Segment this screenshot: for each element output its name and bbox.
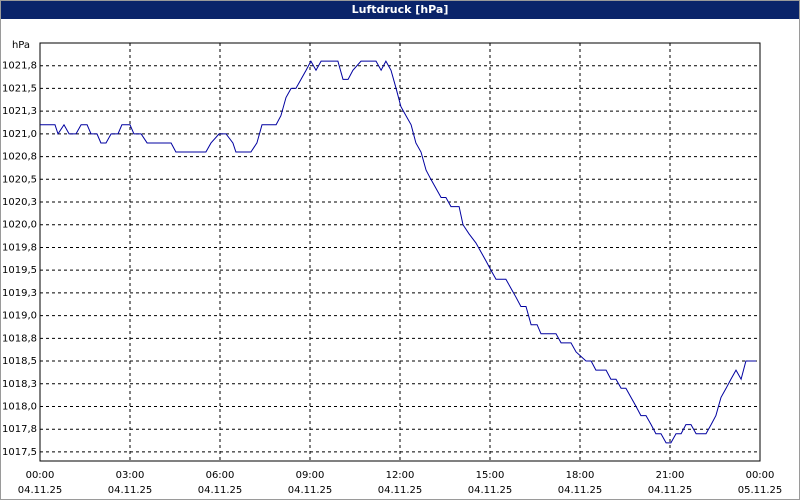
x-tick-date: 04.11.25 [378, 485, 423, 496]
y-tick-label: 1021,8 [2, 61, 37, 72]
y-tick-label: 1018,8 [2, 333, 37, 344]
x-tick-label: 00:00 [26, 470, 55, 481]
y-tick-label: 1021,0 [2, 129, 37, 140]
x-tick-date: 04.11.25 [468, 485, 513, 496]
chart-title: Luftdruck [hPa] [1, 1, 799, 19]
x-tick-label: 09:00 [296, 470, 325, 481]
x-tick-label: 15:00 [476, 470, 505, 481]
x-tick-label: 18:00 [566, 470, 595, 481]
y-unit: hPa [12, 40, 30, 51]
y-tick-label: 1019,3 [2, 288, 37, 299]
x-tick-date: 04.11.25 [648, 485, 693, 496]
y-tick-label: 1018,5 [2, 356, 37, 367]
y-tick-label: 1019,0 [2, 311, 37, 322]
y-tick-label: 1020,0 [2, 220, 37, 231]
x-tick-label: 06:00 [206, 470, 235, 481]
y-tick-label: 1018,0 [2, 401, 37, 412]
y-tick-label: 1019,5 [2, 265, 37, 276]
x-tick-date: 04.11.25 [558, 485, 603, 496]
y-tick-label: 1021,5 [2, 83, 37, 94]
x-tick-date: 04.11.25 [18, 485, 63, 496]
y-tick-label: 1017,5 [2, 447, 37, 458]
y-tick-label: 1019,8 [2, 242, 37, 253]
x-tick-label: 12:00 [386, 470, 415, 481]
y-tick-label: 1020,5 [2, 174, 37, 185]
x-tick-label: 21:00 [656, 470, 685, 481]
x-tick-label: 03:00 [116, 470, 145, 481]
x-tick-date: 04.11.25 [198, 485, 243, 496]
x-tick-date: 04.11.25 [108, 485, 153, 496]
x-tick-label: 00:00 [746, 470, 775, 481]
x-tick-date: 04.11.25 [288, 485, 333, 496]
x-tick-date: 05.11.25 [738, 485, 783, 496]
y-tick-label: 1020,8 [2, 152, 37, 163]
y-tick-label: 1017,8 [2, 424, 37, 435]
y-tick-label: 1018,3 [2, 379, 37, 390]
y-tick-label: 1021,3 [2, 106, 37, 117]
data-line [40, 60, 757, 444]
y-tick-label: 1020,3 [2, 197, 37, 208]
